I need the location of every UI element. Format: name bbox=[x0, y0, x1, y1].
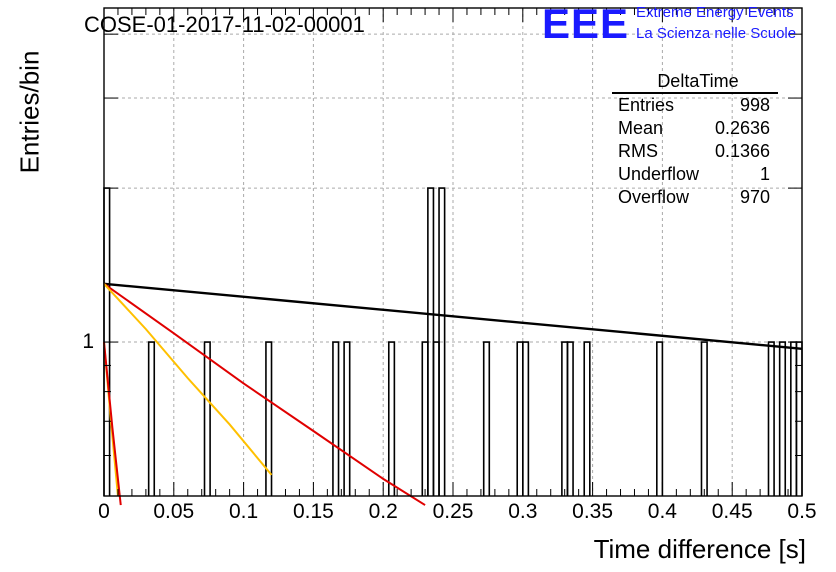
histogram-bar bbox=[561, 341, 569, 496]
histogram-bar bbox=[656, 341, 664, 496]
stats-label: Overflow bbox=[618, 187, 690, 207]
histogram-bar bbox=[147, 341, 156, 496]
x-tick-label: 0 bbox=[98, 500, 110, 523]
x-tick-label: 0.1 bbox=[228, 500, 259, 523]
stats-value: 1 bbox=[759, 164, 770, 184]
histogram-bar bbox=[265, 341, 273, 496]
stats-value: 0.1366 bbox=[714, 141, 770, 161]
stats-value: 0.2636 bbox=[714, 118, 770, 138]
histogram-bar bbox=[332, 341, 340, 496]
histogram-bar bbox=[516, 341, 524, 496]
fit-curve bbox=[103, 341, 122, 506]
histogram-bars bbox=[103, 187, 803, 496]
x-tick-label: 0.2 bbox=[368, 500, 398, 523]
stats-row-entries: Entries 998 bbox=[612, 94, 778, 117]
histogram-bar bbox=[438, 187, 446, 496]
histogram-bar bbox=[203, 341, 211, 496]
x-tick-label: 0.5 bbox=[787, 500, 817, 523]
axis-ticks bbox=[103, 8, 803, 497]
grid bbox=[104, 8, 802, 496]
stats-title: DeltaTime bbox=[612, 70, 778, 94]
stats-box: DeltaTime Entries 998 Mean 0.2636 RMS 0.… bbox=[612, 70, 778, 209]
x-tick-label: 0.35 bbox=[572, 500, 614, 523]
eee-logo-line2: La Scienza nelle Scuole bbox=[636, 25, 797, 42]
histogram-bar bbox=[778, 341, 787, 496]
histogram-bar bbox=[343, 341, 351, 496]
histogram-bar bbox=[767, 341, 775, 496]
fit-curve bbox=[103, 282, 803, 351]
x-tick-label: 0.25 bbox=[432, 500, 474, 523]
y-axis-label: Entries/bin bbox=[14, 50, 45, 174]
eee-logo: EEE bbox=[542, 0, 630, 47]
stats-row-mean: Mean 0.2636 bbox=[612, 117, 778, 140]
stats-label: RMS bbox=[618, 141, 658, 161]
histogram-bar bbox=[566, 341, 574, 496]
stats-label: Underflow bbox=[618, 164, 700, 184]
fit-curve bbox=[103, 283, 273, 476]
eee-logo-line1: Extreme Energy Events bbox=[636, 4, 794, 21]
fit-curves bbox=[103, 282, 803, 506]
stats-value: 998 bbox=[739, 95, 770, 115]
stats-row-rms: RMS 0.1366 bbox=[612, 140, 778, 163]
histogram-bar bbox=[387, 341, 396, 496]
histogram-bar bbox=[421, 341, 429, 496]
stats-label: Mean bbox=[618, 118, 664, 138]
x-tick-label: 0.45 bbox=[711, 500, 753, 523]
x-tick-label: 0.15 bbox=[292, 500, 334, 523]
stats-row-underflow: Underflow 1 bbox=[612, 163, 778, 186]
chart-title: COSE-01-2017-11-02-00001 bbox=[84, 12, 365, 37]
histogram-bar bbox=[432, 341, 440, 496]
histogram-bar bbox=[482, 341, 491, 496]
stats-label: Entries bbox=[618, 95, 675, 115]
stats-row-overflow: Overflow 970 bbox=[612, 186, 778, 209]
x-tick-label: 0.3 bbox=[508, 500, 538, 523]
y-tick-label: 1 bbox=[82, 330, 94, 354]
x-tick-label: 0.05 bbox=[153, 500, 195, 523]
histogram-bar bbox=[521, 341, 530, 496]
histogram-bar bbox=[700, 341, 708, 496]
histogram-bar bbox=[583, 341, 591, 496]
x-axis-label: Time difference [s] bbox=[593, 534, 806, 564]
stats-value: 970 bbox=[739, 187, 770, 207]
x-tick-label: 0.4 bbox=[647, 500, 677, 523]
fit-curve bbox=[103, 282, 426, 506]
